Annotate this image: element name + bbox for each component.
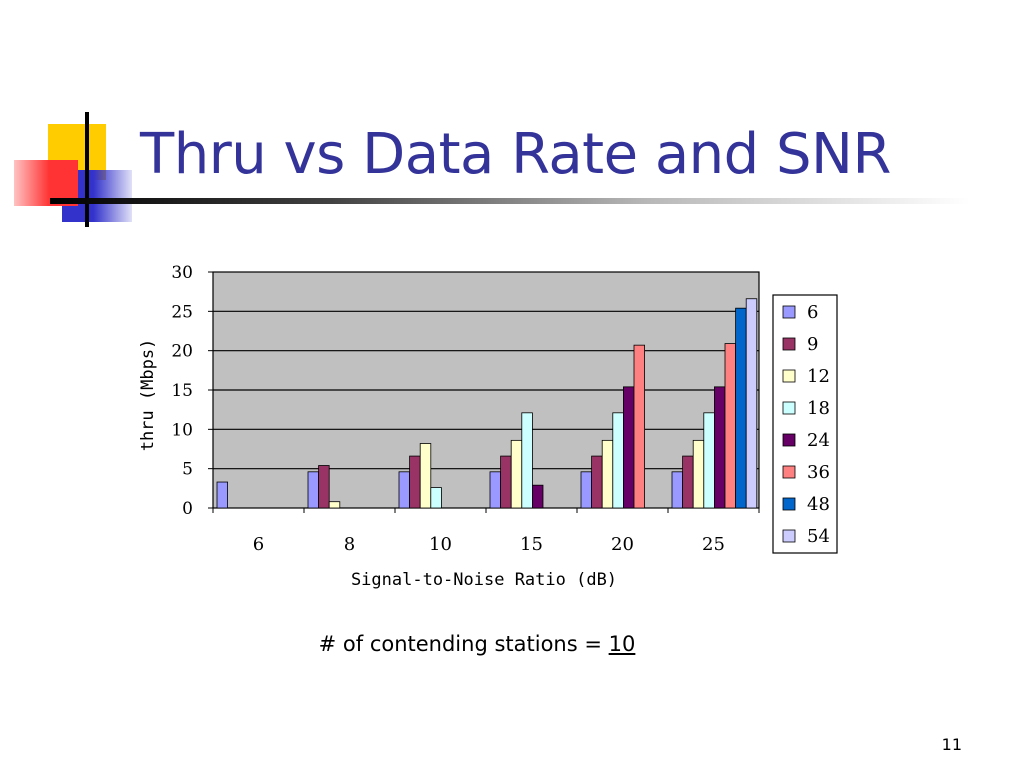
x-tick-label: 10: [429, 534, 452, 555]
bar: [671, 471, 684, 509]
x-tick-label: 6: [253, 534, 264, 555]
legend-swatch: [782, 529, 796, 543]
bar: [216, 481, 229, 509]
bar: [328, 501, 341, 509]
bar: [419, 443, 432, 509]
bar: [724, 343, 737, 509]
y-axis-label: thru (Mbps): [138, 339, 158, 452]
bar: [398, 471, 411, 509]
bar: [703, 412, 715, 509]
x-axis-label: Signal-to-Noise Ratio (dB): [351, 570, 617, 590]
bar: [591, 455, 603, 509]
bar: [500, 455, 512, 509]
bars-group: [216, 298, 758, 509]
bar: [633, 344, 646, 509]
legend-label: 36: [807, 462, 830, 483]
x-tick-label: 8: [344, 534, 355, 555]
bar: [318, 465, 330, 509]
bar: [612, 412, 624, 509]
legend-swatch: [782, 401, 796, 415]
bar: [521, 412, 533, 509]
legend-label: 48: [807, 494, 830, 515]
caption: # of contending stations = 10: [0, 632, 1024, 656]
vertical-bar-decoration: [85, 112, 89, 227]
slide-title: Thru vs Data Rate and SNR: [140, 122, 891, 187]
bar: [580, 471, 593, 509]
bar: [735, 307, 747, 509]
axes-group: 0 5 10 15 20 25 30 6 8 10 15 20 25: [171, 263, 760, 555]
legend-swatch: [782, 497, 796, 511]
bar: [510, 439, 523, 509]
x-tick-label: 20: [611, 534, 634, 555]
legend-swatch: [782, 433, 796, 447]
legend-label: 24: [807, 430, 830, 451]
bar: [623, 386, 635, 509]
x-tick-label: 15: [520, 534, 543, 555]
bar: [430, 487, 442, 509]
y-tick-label: 5: [182, 460, 193, 480]
bar: [601, 439, 614, 509]
bar: [745, 298, 758, 509]
y-tick-label: 25: [171, 302, 193, 322]
legend-label: 6: [807, 302, 818, 323]
legend: 6 9 12 18 24 36 48 54: [772, 294, 838, 554]
legend-label: 18: [807, 398, 830, 419]
legend-label: 9: [807, 334, 818, 355]
legend-label: 54: [807, 526, 830, 547]
bar: [307, 471, 320, 509]
legend-label: 12: [807, 366, 830, 387]
y-tick-label: 0: [182, 499, 193, 519]
bar: [489, 471, 502, 509]
bar: [409, 455, 421, 509]
legend-swatch: [782, 465, 796, 479]
bar: [714, 386, 726, 509]
y-tick-label: 10: [171, 420, 193, 440]
title-divider: [50, 198, 970, 204]
bar: [532, 484, 544, 509]
y-tick-label: 20: [171, 342, 193, 362]
y-tick-label: 15: [171, 381, 193, 401]
page-number: 11: [941, 735, 962, 754]
plot-area: [212, 271, 760, 509]
caption-prefix: # of contending stations =: [318, 632, 609, 656]
caption-value: 10: [608, 632, 636, 656]
x-tick-label: 25: [702, 534, 725, 555]
legend-swatch: [782, 337, 796, 351]
legend-swatch: [782, 305, 796, 319]
bar: [682, 455, 694, 509]
bar: [692, 439, 705, 509]
y-tick-label: 30: [171, 263, 193, 283]
legend-swatch: [782, 369, 796, 383]
